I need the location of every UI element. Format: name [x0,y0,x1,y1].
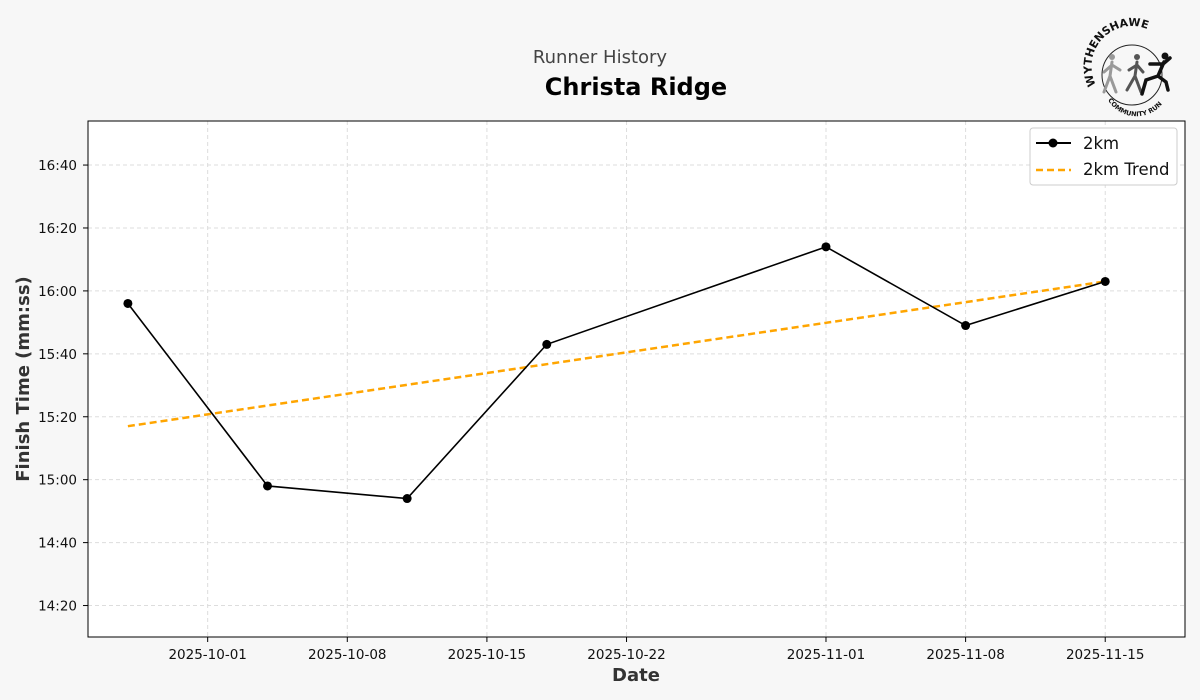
data-point [402,494,412,504]
chart-title: Christa Ridge [545,73,727,101]
x-axis-label: Date [612,665,660,686]
y-axis: 14:20 14:40 15:00 15:20 15:40 16:00 16:20 16:40 [38,158,88,615]
logo-ring-icon [1101,44,1163,106]
data-point [1100,276,1110,286]
x-tick-label: 2025-11-08 [926,647,1004,663]
x-tick-label: 2025-10-01 [168,647,246,663]
chart-subtitle: Runner History [533,47,668,68]
plot-frame [87,120,1186,638]
data-point [821,242,831,252]
runner-figure-1-icon [1102,54,1122,94]
data-point [263,481,273,491]
y-tick-label: 15:40 [38,347,77,363]
runner-figure-2-icon [1125,54,1145,94]
runner-figure-3-icon [1140,52,1172,96]
data-point [542,339,552,349]
x-tick-label: 2025-10-15 [448,647,526,663]
legend-label-trend: 2km Trend [1083,160,1170,179]
legend-label-2km: 2km [1083,134,1119,153]
data-point [123,298,133,308]
series-layer [123,242,1110,504]
y-tick-label: 16:40 [38,158,77,174]
y-tick-label: 14:40 [38,536,77,552]
x-axis: 2025-10-01 2025-10-08 2025-10-15 2025-10-22… [168,637,1144,663]
x-tick-label: 2025-11-01 [787,647,865,663]
x-tick-label: 2025-11-15 [1066,647,1144,663]
legend: 2km 2km Trend [1029,127,1178,186]
x-tick-label: 2025-10-08 [308,647,386,663]
y-tick-label: 16:00 [38,284,77,300]
plot-background [88,121,1185,637]
y-axis-label: Finish Time (mm:ss) [13,276,34,482]
x-tick-label: 2025-10-22 [587,647,665,663]
y-tick-label: 15:00 [38,473,77,489]
y-tick-label: 15:20 [38,410,77,426]
legend-marker-2km [1048,138,1058,148]
data-point [961,321,971,331]
y-tick-label: 14:20 [38,599,77,615]
plot-area [87,120,1186,638]
y-tick-label: 16:20 [38,221,77,237]
